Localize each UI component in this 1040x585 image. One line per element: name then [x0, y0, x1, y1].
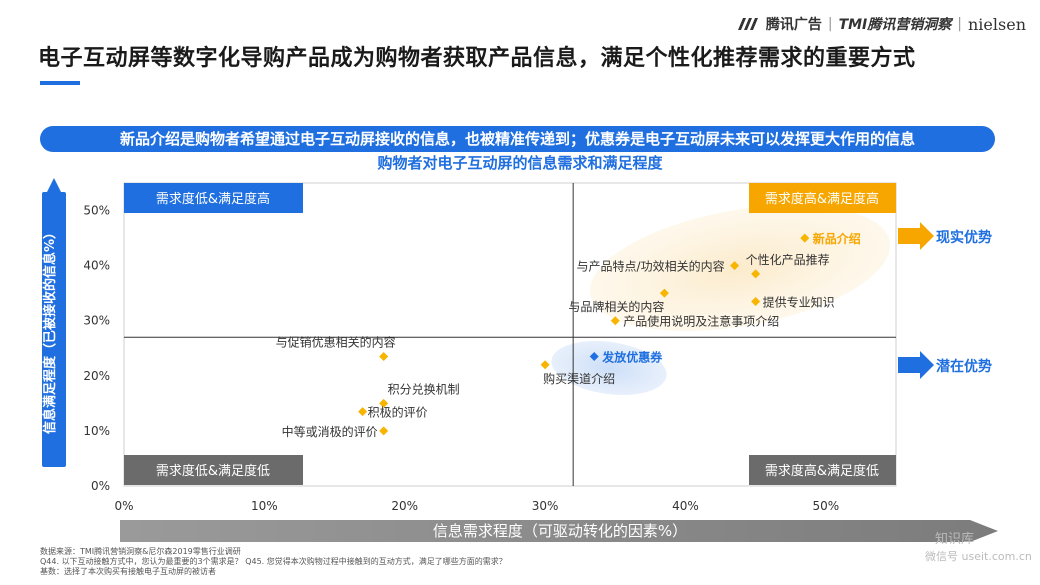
- brand-separator: |: [827, 16, 833, 32]
- x-tick-label: 10%: [251, 499, 278, 513]
- data-point-label: 与促销优惠相关的内容: [276, 335, 396, 350]
- x-tick-label: 40%: [672, 499, 699, 513]
- arrow-potential-advantage: [898, 351, 934, 379]
- label-realistic-advantage: 现实优势: [936, 229, 992, 246]
- data-point: [751, 269, 761, 279]
- data-point: [379, 398, 389, 408]
- data-point-label: 积分兑换机制: [388, 382, 460, 396]
- x-axis-bar: [120, 520, 998, 542]
- quadrant-box-top-right: [749, 183, 896, 213]
- data-point-label: 与产品特点/功效相关的内容: [577, 259, 725, 274]
- data-point: [800, 233, 810, 243]
- data-point: [379, 426, 389, 436]
- data-point: [610, 316, 620, 326]
- data-point: [751, 296, 761, 306]
- footnote-source: 数据来源：TMI腾讯营销洞察&尼尔森2019零售行业调研: [40, 547, 241, 556]
- data-point: [540, 360, 550, 370]
- x-tick-label: 20%: [391, 499, 418, 513]
- brand-separator: |: [957, 16, 962, 32]
- data-point: [730, 261, 740, 271]
- footnote-base: 基数：选择了本次购买有接触电子互动屏的被访者: [40, 567, 216, 576]
- quadrant-box-bottom-left: [124, 455, 303, 485]
- data-point: [659, 288, 669, 298]
- x-tick-label: 0%: [114, 499, 133, 513]
- chart-title: 购物者对电子互动屏的信息需求和满足程度: [377, 154, 663, 172]
- data-point: [379, 352, 389, 362]
- y-tick-label: 0%: [91, 479, 110, 493]
- data-point-label: 与品牌相关的内容: [568, 299, 664, 314]
- data-point-label: 产品使用说明及注意事项介绍: [623, 314, 779, 329]
- label-potential-advantage: 潜在优势: [936, 358, 992, 375]
- quadrant-label-bottom-left: 需求度低&满足度低: [156, 463, 270, 479]
- quadrant-box-top-left: [124, 183, 303, 213]
- x-axis-label: 信息需求程度（可驱动转化的因素%）: [433, 522, 687, 540]
- footnote-question: Q44. 以下互动接触方式中，您认为最重要的3个需求是？ Q45. 您觉得本次购…: [40, 557, 507, 566]
- data-point-label: 提供专业知识: [763, 294, 835, 309]
- data-point-label: 发放优惠券: [601, 350, 663, 365]
- y-axis-bar: [42, 192, 66, 467]
- y-axis-label: 信息满足程度（已被接收的信息%）: [42, 226, 58, 434]
- brand-header: 腾讯广告 | TMI腾讯营销洞察 | nielsen: [736, 14, 1026, 34]
- tencent-ad-logo-icon: [737, 18, 758, 30]
- x-tick-label: 30%: [532, 499, 559, 513]
- brand-name-tencent-ad: 腾讯广告: [765, 17, 822, 33]
- data-point: [358, 407, 368, 417]
- highlight-ellipse-blue: [551, 341, 667, 395]
- x-tick-label: 50%: [812, 499, 839, 513]
- y-tick-label: 20%: [83, 369, 110, 383]
- y-tick-label: 40%: [83, 259, 110, 273]
- data-point-label: 个性化产品推荐: [746, 253, 830, 267]
- data-point-label: 新品介绍: [813, 231, 861, 246]
- highlight-ellipse-orange: [589, 205, 891, 331]
- footnotes: 数据来源：TMI腾讯营销洞察&尼尔森2019零售行业调研 Q44. 以下互动接触…: [40, 547, 507, 577]
- arrow-realistic-advantage: [898, 222, 934, 250]
- quadrant-label-bottom-right: 需求度高&满足度低: [765, 463, 879, 479]
- title-underline: [40, 81, 80, 85]
- y-tick-label: 30%: [83, 314, 110, 328]
- data-point-label: 中等或消极的评价: [282, 424, 378, 439]
- brand-name-tmi: TMI腾讯营销洞察: [838, 17, 952, 33]
- data-point-label: 积极的评价: [368, 405, 428, 420]
- y-tick-label: 10%: [83, 424, 110, 438]
- y-tick-label: 50%: [83, 204, 110, 218]
- quadrant-box-bottom-right: [749, 455, 896, 485]
- brand-name-nielsen: nielsen: [968, 14, 1026, 34]
- watermark-sub: 微信号 useit.com.cn: [925, 550, 1032, 563]
- page-title: 电子互动屏等数字化导购产品成为购物者获取产品信息，满足个性化推荐需求的重要方式: [38, 46, 916, 71]
- watermark: 知识库: [935, 532, 975, 547]
- insight-banner: 新品介绍是购物者希望通过电子互动屏接收的信息，也被精准传递到；优惠券是电子互动屏…: [40, 126, 995, 152]
- quadrant-label-top-left: 需求度低&满足度高: [156, 191, 270, 207]
- quadrant-label-top-right: 需求度高&满足度高: [765, 191, 879, 207]
- data-point: [589, 352, 599, 362]
- data-point-label: 购买渠道介绍: [543, 371, 615, 386]
